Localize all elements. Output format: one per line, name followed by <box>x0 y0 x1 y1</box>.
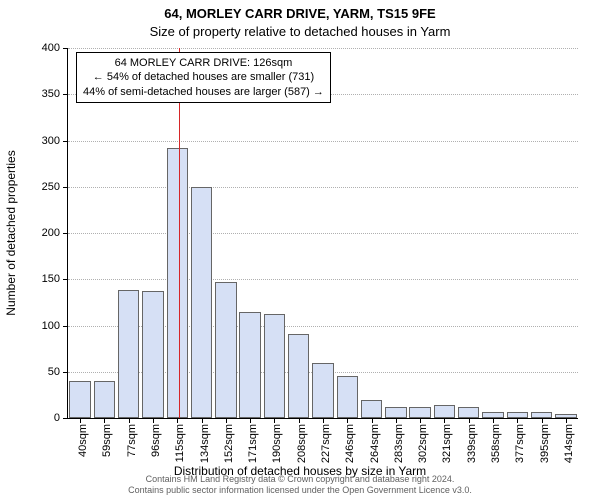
histogram-bar <box>264 314 285 418</box>
y-tick-label: 200 <box>42 227 68 239</box>
y-tick-label: 250 <box>42 181 68 193</box>
histogram-bar <box>337 376 358 418</box>
y-tick-label: 50 <box>48 366 68 378</box>
histogram-bar <box>555 414 576 418</box>
y-axis-label: Number of detached properties <box>4 150 18 315</box>
footer-line1: Contains HM Land Registry data © Crown c… <box>0 474 600 485</box>
bars-layer <box>68 48 578 418</box>
histogram-bar <box>434 405 455 418</box>
annotation-line2: ← 54% of detached houses are smaller (73… <box>83 70 324 84</box>
histogram-bar <box>409 407 430 418</box>
y-tick-label: 100 <box>42 320 68 332</box>
histogram-bar <box>239 312 260 418</box>
y-tick-label: 150 <box>42 273 68 285</box>
histogram-bar <box>288 334 309 418</box>
histogram-bar <box>531 412 552 418</box>
histogram-bar <box>191 187 212 418</box>
histogram-bar <box>312 363 333 419</box>
histogram-bar <box>361 400 382 419</box>
annotation-line3: 44% of semi-detached houses are larger (… <box>83 85 324 99</box>
reference-line <box>179 48 180 418</box>
y-tick-label: 400 <box>42 42 68 54</box>
histogram-bar <box>118 290 139 418</box>
histogram-bar <box>94 381 115 418</box>
footer-attribution: Contains HM Land Registry data © Crown c… <box>0 474 600 497</box>
annotation-line1: 64 MORLEY CARR DRIVE: 126sqm <box>83 56 324 70</box>
histogram-bar <box>167 148 188 418</box>
y-tick-label: 300 <box>42 135 68 147</box>
chart-container: 64, MORLEY CARR DRIVE, YARM, TS15 9FE Si… <box>0 0 600 500</box>
chart-title-line2: Size of property relative to detached ho… <box>0 24 600 39</box>
chart-title-line1: 64, MORLEY CARR DRIVE, YARM, TS15 9FE <box>0 6 600 21</box>
y-tick-label: 350 <box>42 88 68 100</box>
y-tick-label: 0 <box>54 412 68 424</box>
annotation-box: 64 MORLEY CARR DRIVE: 126sqm← 54% of det… <box>76 52 331 103</box>
histogram-bar <box>385 407 406 418</box>
footer-line2: Contains public sector information licen… <box>0 485 600 496</box>
histogram-bar <box>69 381 90 418</box>
histogram-bar <box>142 291 163 418</box>
histogram-bar <box>507 412 528 418</box>
histogram-bar <box>458 407 479 418</box>
histogram-bar <box>215 282 236 418</box>
histogram-bar <box>482 412 503 418</box>
plot-area: 05010015020025030035040040sqm59sqm77sqm9… <box>67 48 578 419</box>
